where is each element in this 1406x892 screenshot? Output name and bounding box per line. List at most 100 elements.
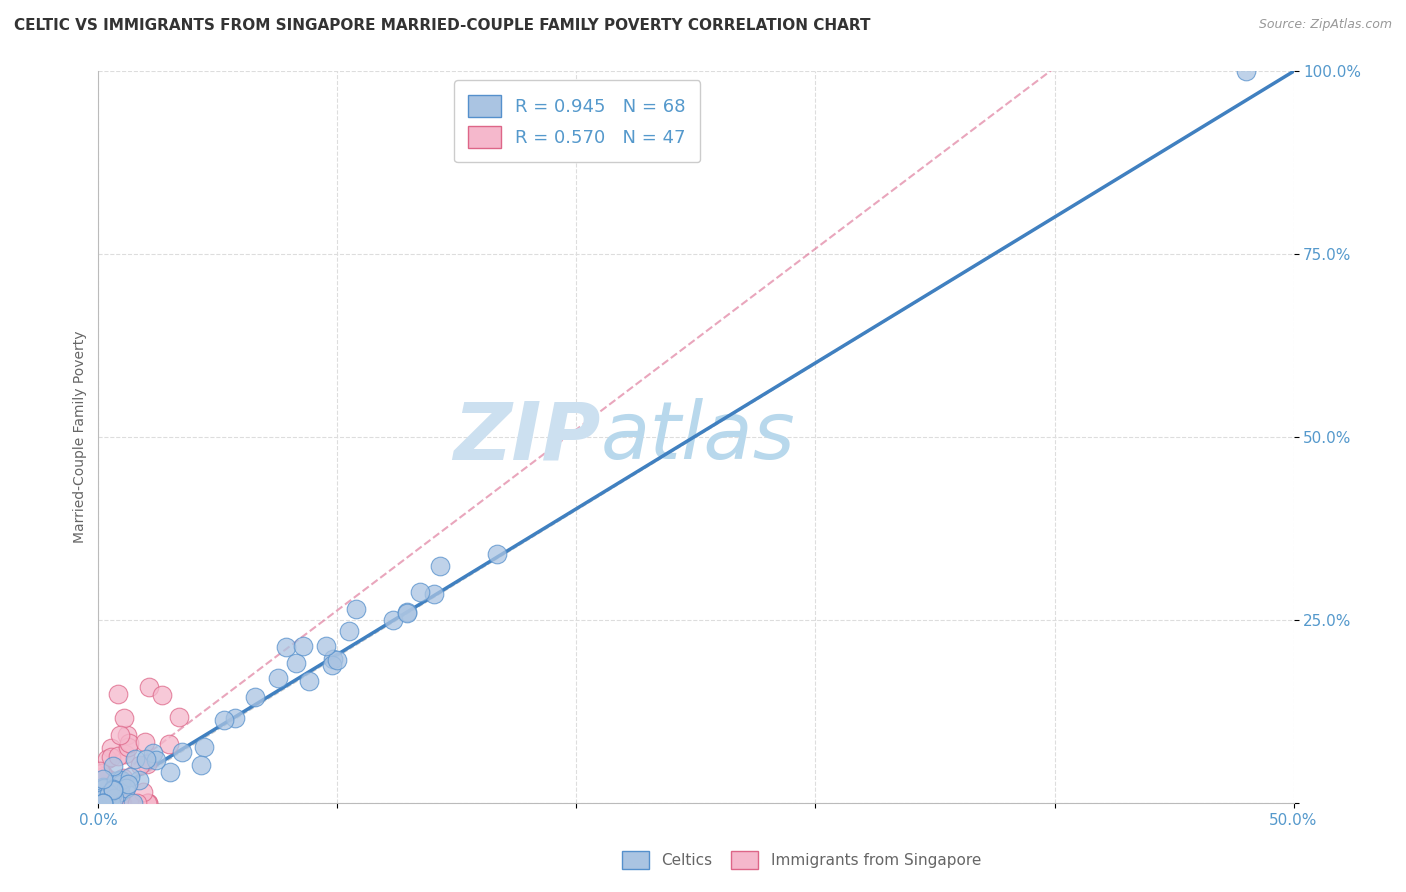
Point <box>107 748 129 763</box>
Point <box>117 739 139 754</box>
Point <box>167 710 190 724</box>
Point <box>409 584 432 599</box>
Point <box>108 785 131 799</box>
Point <box>157 737 180 751</box>
Point <box>91 792 114 806</box>
Point <box>422 587 444 601</box>
Point <box>115 728 138 742</box>
Point <box>159 764 181 779</box>
Point <box>485 547 508 561</box>
Point <box>96 796 118 810</box>
Point <box>97 788 120 802</box>
Point <box>285 657 308 671</box>
Point <box>118 770 141 784</box>
Point <box>142 746 165 760</box>
Point <box>91 796 114 810</box>
Point <box>118 735 141 749</box>
Point <box>96 789 118 804</box>
Point <box>138 680 160 694</box>
Point <box>91 789 114 804</box>
Point <box>134 735 156 749</box>
Point <box>115 780 138 795</box>
Point <box>112 711 135 725</box>
Point <box>224 710 246 724</box>
Point <box>429 559 451 574</box>
Point <box>110 796 132 810</box>
Point <box>108 773 131 788</box>
Point <box>90 789 112 803</box>
Point <box>128 757 150 772</box>
Point <box>97 781 120 796</box>
Point <box>1234 64 1257 78</box>
Point <box>274 640 297 654</box>
Point <box>103 791 125 805</box>
Point <box>89 792 111 806</box>
Point <box>326 653 349 667</box>
Point <box>132 784 155 798</box>
Point <box>100 796 122 810</box>
Point <box>136 756 159 771</box>
Point <box>118 795 141 809</box>
Point <box>90 796 112 810</box>
Point <box>105 773 128 788</box>
Point <box>170 745 193 759</box>
Point <box>337 624 360 638</box>
Point <box>395 605 418 619</box>
Point <box>243 690 266 704</box>
Point <box>89 796 111 810</box>
Point <box>124 752 146 766</box>
Point <box>110 772 132 787</box>
Point <box>91 796 114 810</box>
Point <box>315 639 337 653</box>
Point <box>91 782 114 797</box>
Point <box>112 772 135 786</box>
Point <box>93 769 115 783</box>
Point <box>321 657 343 672</box>
Point <box>395 606 418 620</box>
Legend: R = 0.945   N = 68, R = 0.570   N = 47: R = 0.945 N = 68, R = 0.570 N = 47 <box>454 80 700 162</box>
Y-axis label: Married-Couple Family Poverty: Married-Couple Family Poverty <box>73 331 87 543</box>
Point <box>93 787 115 801</box>
Point <box>381 613 404 627</box>
Point <box>97 772 120 786</box>
Point <box>298 673 321 688</box>
Point <box>94 796 117 810</box>
Point <box>100 741 122 756</box>
Point <box>135 796 157 810</box>
Point <box>145 753 167 767</box>
Legend: Celtics, Immigrants from Singapore: Celtics, Immigrants from Singapore <box>616 845 987 875</box>
Point <box>90 796 112 810</box>
Point <box>91 780 114 794</box>
Point <box>128 772 150 787</box>
Point <box>101 788 124 802</box>
Point <box>214 713 236 727</box>
Point <box>117 777 139 791</box>
Point <box>108 783 131 797</box>
Text: ZIP: ZIP <box>453 398 600 476</box>
Point <box>292 640 315 654</box>
Text: atlas: atlas <box>600 398 796 476</box>
Point <box>110 796 132 810</box>
Point <box>322 652 344 666</box>
Point <box>94 796 117 810</box>
Point <box>135 752 157 766</box>
Point <box>96 752 118 766</box>
Point <box>121 796 143 810</box>
Point <box>114 747 136 761</box>
Point <box>93 781 115 796</box>
Point <box>101 759 124 773</box>
Point <box>96 796 118 810</box>
Point <box>91 795 114 809</box>
Point <box>190 757 212 772</box>
Point <box>105 780 128 795</box>
Point <box>110 773 132 788</box>
Point <box>100 750 122 764</box>
Point <box>344 602 367 616</box>
Point <box>136 796 159 810</box>
Point <box>100 789 122 804</box>
Point <box>108 728 131 742</box>
Point <box>89 784 111 798</box>
Point <box>125 796 148 810</box>
Point <box>91 772 114 786</box>
Point <box>136 796 159 810</box>
